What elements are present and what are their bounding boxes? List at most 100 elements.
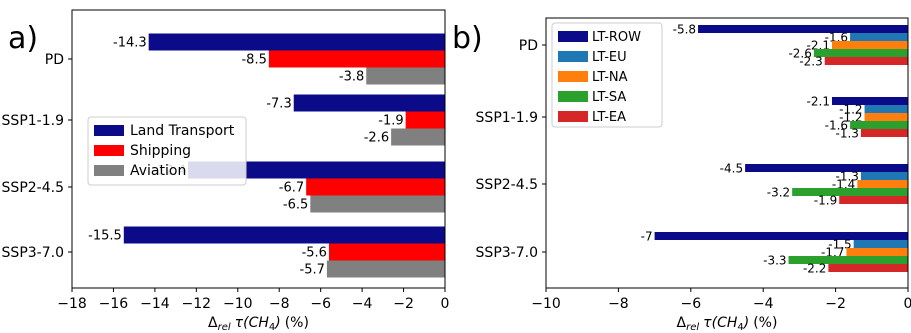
bar-lt-row-pd — [698, 25, 908, 33]
bar-lt-ea-pd — [824, 57, 908, 65]
x-axis-label-sub: rel — [218, 322, 231, 333]
data-label: -2.6 — [788, 46, 811, 60]
data-label: -5.7 — [300, 263, 325, 278]
x-tick-label: −10 — [531, 296, 561, 312]
x-tick-label: −18 — [57, 296, 87, 312]
bar-lt-ea-ssp3-7.0 — [828, 264, 908, 272]
data-label: -1.2 — [839, 110, 862, 124]
legend-label: LT-EA — [592, 110, 626, 125]
legend-label: LT-SA — [592, 90, 626, 105]
data-label: -1.9 — [378, 114, 403, 129]
data-label: -2.1 — [807, 38, 830, 52]
bar-lt-sa-ssp2-4.5 — [792, 188, 908, 196]
panel-label: b) — [452, 21, 483, 56]
bar-lt-na-ssp2-4.5 — [857, 180, 908, 188]
bar-lt-na-ssp3-7.0 — [846, 248, 908, 256]
data-label: -1.3 — [836, 126, 859, 140]
bar-lt-eu-ssp1-1.9 — [864, 105, 908, 113]
x-tick-label: −4 — [753, 296, 774, 312]
bar-shipping-ssp2-4.5 — [306, 178, 445, 196]
legend-swatch — [558, 91, 588, 102]
legend-label: Land Transport — [130, 123, 235, 139]
data-label: -14.3 — [113, 36, 147, 51]
y-tick-label: SSP2-4.5 — [476, 177, 538, 193]
legend-label: Shipping — [130, 143, 191, 159]
x-tick-label: 0 — [904, 296, 911, 312]
y-tick-label: SSP1-1.9 — [2, 113, 64, 129]
panel-a: a)-14.3-7.3-12.4-15.5-8.5-1.9-6.7-5.6-3.… — [2, 9, 449, 333]
x-tick-label: −2 — [393, 296, 414, 312]
data-label: -6.5 — [283, 198, 308, 213]
data-label: -1.4 — [832, 177, 855, 191]
bar-land-transport-ssp1-1.9 — [293, 94, 445, 112]
x-tick-label: −8 — [608, 296, 629, 312]
data-label: -1.5 — [828, 237, 851, 251]
bar-shipping-ssp3-7.0 — [328, 243, 445, 261]
bar-aviation-ssp1-1.9 — [391, 128, 445, 146]
legend-swatch — [558, 51, 588, 62]
x-axis-label-sub4: 4 — [269, 322, 275, 333]
bar-lt-row-ssp2-4.5 — [745, 164, 908, 172]
x-axis-label-tau: τ( — [703, 315, 717, 331]
bar-lt-eu-pd — [850, 33, 908, 41]
legend-box — [87, 116, 247, 186]
x-axis-label-delta: Δ — [208, 315, 218, 331]
legend-swatch — [94, 145, 124, 156]
legend-label: LT-ROW — [592, 30, 641, 45]
legend-swatch — [94, 125, 124, 136]
data-label: -2.1 — [807, 94, 830, 108]
bar-lt-ea-ssp2-4.5 — [839, 196, 908, 204]
x-tick-label: −16 — [99, 296, 129, 312]
y-tick-label: SSP2-4.5 — [2, 180, 64, 196]
legend-label: Aviation — [130, 163, 186, 179]
x-tick-label: −8 — [269, 296, 290, 312]
x-axis-label-unit: (%) — [753, 315, 777, 331]
y-tick-label: SSP1-1.9 — [476, 110, 538, 126]
x-axis-label-close: ) — [274, 315, 280, 331]
data-label: -3.3 — [763, 253, 786, 267]
bar-lt-row-ssp1-1.9 — [831, 97, 908, 105]
panel-b: b) -5.8-2.1-4.5-7-1.6-1.2-1.3-1.5-2.1-1.2… — [452, 17, 911, 333]
legend-swatch — [558, 31, 588, 42]
bar-lt-ea-ssp1-1.9 — [860, 129, 908, 137]
legend-swatch — [94, 165, 124, 176]
bar-land-transport-ssp2-4.5 — [188, 161, 446, 179]
x-axis-label-sub: rel — [686, 322, 699, 333]
data-label: -5.8 — [673, 22, 696, 36]
bar-aviation-ssp2-4.5 — [310, 195, 445, 213]
data-label: -2.6 — [364, 131, 389, 146]
data-label: -1.6 — [825, 118, 848, 132]
bar-aviation-ssp3-7.0 — [326, 260, 445, 278]
plot-frame — [545, 17, 909, 289]
bar-lt-na-pd — [831, 41, 908, 49]
x-axis-label-delta: Δ — [677, 315, 687, 331]
data-label: -4.5 — [720, 161, 743, 175]
data-label: -1.7 — [821, 245, 844, 259]
x-tick-label: −14 — [140, 296, 170, 312]
legend-swatch — [558, 71, 588, 82]
bar-aviation-pd — [366, 67, 445, 85]
x-tick-label: −6 — [680, 296, 701, 312]
data-label: -6.7 — [279, 181, 304, 196]
data-label: -5.6 — [302, 246, 327, 261]
x-axis-label: Δrel τ(CH4) (%) — [208, 315, 309, 333]
data-label: -3.2 — [767, 185, 790, 199]
x-tick-label: −2 — [825, 296, 846, 312]
bar-lt-sa-pd — [813, 49, 908, 57]
x-tick-label: −6 — [310, 296, 331, 312]
x-axis-label-tau: τ( — [235, 315, 249, 331]
data-label: -1.2 — [839, 102, 862, 116]
bar-land-transport-ssp3-7.0 — [123, 226, 446, 244]
data-label: -7.3 — [266, 97, 291, 112]
bar-lt-eu-ssp2-4.5 — [860, 172, 908, 180]
legend-label: LT-NA — [592, 70, 628, 85]
data-label: -1.3 — [836, 169, 859, 183]
bar-lt-sa-ssp3-7.0 — [788, 256, 908, 264]
data-label: -8.5 — [241, 53, 266, 68]
x-axis-label-ch: CH — [717, 315, 738, 331]
x-axis-label-sub4: 4 — [737, 322, 743, 333]
bar-land-transport-pd — [148, 33, 445, 51]
bar-lt-row-ssp3-7.0 — [654, 232, 908, 240]
panel-label: a) — [8, 21, 38, 56]
